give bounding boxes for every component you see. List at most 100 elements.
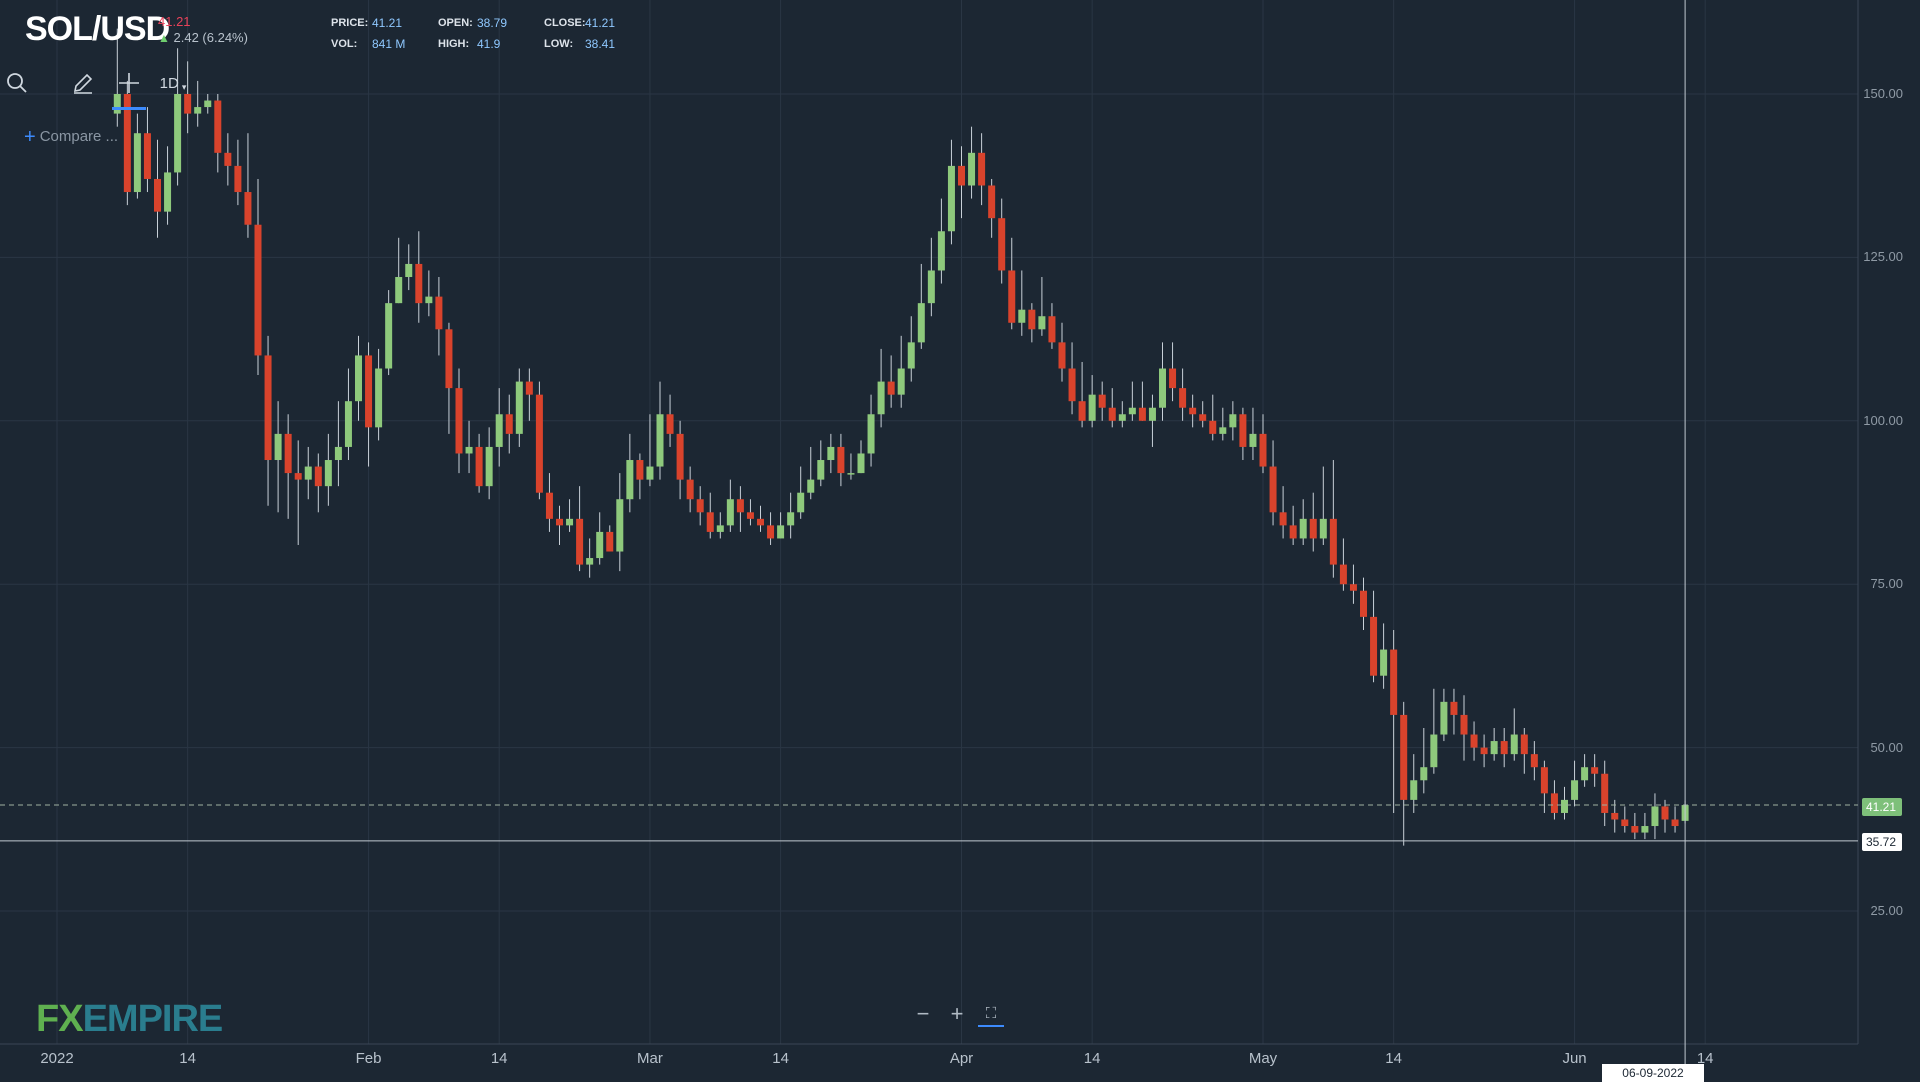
candle-body xyxy=(1591,767,1599,774)
candle-body xyxy=(1520,734,1528,755)
candle-body xyxy=(1510,734,1518,755)
candle-body xyxy=(696,499,704,513)
candle-body xyxy=(636,460,644,480)
candle-body xyxy=(686,479,694,500)
candle-body xyxy=(1169,368,1177,389)
candle-body xyxy=(1319,518,1327,539)
price-value: 41.21 xyxy=(372,16,403,30)
candle-body xyxy=(1530,754,1538,768)
candle-body xyxy=(1088,394,1096,421)
candle-body xyxy=(465,446,473,454)
candle-body xyxy=(847,473,855,475)
candle-body xyxy=(1561,799,1568,813)
candle-body xyxy=(1329,518,1337,565)
candle-body xyxy=(917,303,925,343)
interval-label: 1D xyxy=(159,74,179,92)
candle-body xyxy=(525,381,533,395)
vol-label: VOL: xyxy=(331,38,358,50)
candle-body xyxy=(1269,466,1277,513)
candle-body xyxy=(123,94,131,193)
candle-body xyxy=(284,433,292,474)
candle-body xyxy=(1028,309,1036,330)
candle-body xyxy=(797,492,805,513)
candle-body xyxy=(1370,616,1378,676)
x-tick-label: 14 xyxy=(772,1050,789,1067)
candle-body xyxy=(274,433,282,461)
y-tick-label: 150.00 xyxy=(1863,86,1903,101)
interval-selector[interactable]: 1D ▾ xyxy=(156,66,190,100)
candle-body xyxy=(817,460,825,480)
candle-body xyxy=(234,165,242,193)
candle-body xyxy=(1611,812,1619,820)
candle-body xyxy=(757,518,764,526)
candle-body xyxy=(344,401,352,447)
compare-button[interactable]: + Compare ... xyxy=(24,126,118,149)
candle-body xyxy=(1410,780,1418,800)
candle-body xyxy=(1058,342,1066,369)
candle-body xyxy=(596,531,604,559)
candle-body xyxy=(937,231,945,271)
candle-body xyxy=(164,172,172,212)
candle-body xyxy=(706,512,714,532)
low-value: 38.41 xyxy=(585,37,616,51)
candle-body xyxy=(425,296,433,304)
candle-body xyxy=(244,192,252,225)
search-button[interactable] xyxy=(0,66,34,100)
candle-body xyxy=(1601,773,1609,813)
candle-body xyxy=(143,133,151,179)
price-change-value: 2.42 (6.24%) xyxy=(173,30,248,45)
pencil-icon xyxy=(73,73,93,94)
candle-body xyxy=(867,414,875,454)
candle-body xyxy=(1430,734,1438,768)
candle-body xyxy=(1339,564,1347,585)
candle-body xyxy=(576,518,584,565)
candle-body xyxy=(1440,701,1448,735)
candle-body xyxy=(1581,767,1589,781)
up-arrow-icon: ▲ xyxy=(158,31,170,45)
candle-body xyxy=(927,270,935,304)
candle-body xyxy=(746,512,754,519)
high-value: 41.9 xyxy=(477,37,501,51)
candle-body xyxy=(1209,420,1217,434)
fullscreen-button[interactable]: ⛶ xyxy=(978,1003,1004,1027)
candle-body xyxy=(1540,767,1548,794)
candle-body xyxy=(1349,584,1357,591)
price-change: ▲ 2.42 (6.24%) xyxy=(158,30,248,45)
candle-body xyxy=(626,460,634,500)
candle-body xyxy=(897,368,905,395)
candle-body xyxy=(1108,407,1116,421)
y-tick-label: 125.00 xyxy=(1863,249,1903,265)
candle-body xyxy=(133,133,141,193)
candle-body xyxy=(355,355,362,402)
zoom-in-button[interactable]: + xyxy=(950,1001,964,1026)
candle-body xyxy=(515,381,523,434)
candle-body xyxy=(1550,793,1558,813)
candle-body xyxy=(1400,714,1408,800)
candle-body xyxy=(1380,649,1388,676)
candle-body xyxy=(1068,368,1076,402)
open-value: 38.79 xyxy=(477,16,508,30)
candle-body xyxy=(435,296,443,330)
y-tick-label: 75.00 xyxy=(1870,576,1903,592)
candle-body xyxy=(1420,767,1428,781)
candle-body xyxy=(606,531,614,552)
candle-body xyxy=(666,414,674,434)
crosshair-button[interactable] xyxy=(112,66,146,100)
candle-body xyxy=(1671,819,1679,827)
x-tick-label: Jun xyxy=(1562,1050,1587,1067)
candle-body xyxy=(736,499,744,513)
price-label: PRICE: xyxy=(331,17,369,29)
candle-body xyxy=(304,466,312,480)
crosshair-date-tag: 06-09-2022 xyxy=(1602,1064,1704,1082)
candle-body xyxy=(1279,512,1287,526)
zoom-out-button[interactable]: − xyxy=(916,1001,930,1026)
candle-body xyxy=(545,492,553,519)
candle-body xyxy=(566,518,574,526)
candle-body xyxy=(224,152,232,166)
candle-body xyxy=(194,107,202,114)
candle-body xyxy=(174,94,182,173)
candle-body xyxy=(254,224,262,356)
candle-body xyxy=(1219,427,1227,434)
draw-button[interactable] xyxy=(66,66,100,100)
